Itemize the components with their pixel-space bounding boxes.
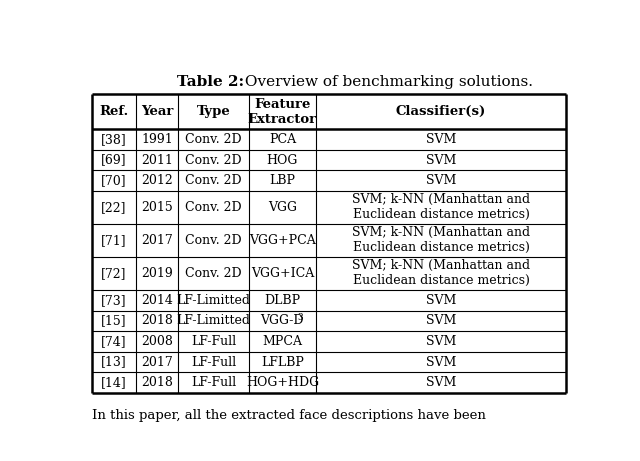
Text: 2012: 2012 <box>141 174 173 187</box>
Text: MPCA: MPCA <box>262 335 302 348</box>
Text: [71]: [71] <box>101 234 127 247</box>
Text: SVM: SVM <box>426 355 456 368</box>
Text: Table 2:: Table 2: <box>177 75 244 89</box>
Text: LF-Limitted: LF-Limitted <box>177 314 250 327</box>
Text: 2017: 2017 <box>141 234 173 247</box>
Text: SVM: SVM <box>426 294 456 307</box>
Text: HOG+HDG: HOG+HDG <box>246 376 319 389</box>
Text: VGG+PCA: VGG+PCA <box>249 234 316 247</box>
Text: SVM: SVM <box>426 314 456 327</box>
Text: Conv. 2D: Conv. 2D <box>185 201 242 214</box>
Text: VGG+ICA: VGG+ICA <box>251 267 314 280</box>
Text: [15]: [15] <box>101 314 127 327</box>
Text: SVM: SVM <box>426 335 456 348</box>
Text: LFLBP: LFLBP <box>261 355 304 368</box>
Text: 2018: 2018 <box>141 376 173 389</box>
Text: HOG: HOG <box>267 154 298 166</box>
Text: 2018: 2018 <box>141 314 173 327</box>
Text: 2019: 2019 <box>141 267 173 280</box>
Text: [13]: [13] <box>101 355 127 368</box>
Text: [72]: [72] <box>101 267 127 280</box>
Text: VGG-D: VGG-D <box>260 314 304 327</box>
Text: LF-Full: LF-Full <box>191 355 236 368</box>
Text: SVM: SVM <box>426 154 456 166</box>
Text: 2008: 2008 <box>141 335 173 348</box>
Text: [14]: [14] <box>101 376 127 389</box>
Text: SVM; k-NN (Manhattan and
Euclidean distance metrics): SVM; k-NN (Manhattan and Euclidean dista… <box>352 226 530 254</box>
Text: Conv. 2D: Conv. 2D <box>185 174 242 187</box>
Text: 3: 3 <box>297 313 303 322</box>
Text: LF-Limitted: LF-Limitted <box>177 294 250 307</box>
Text: [74]: [74] <box>101 335 127 348</box>
Text: PCA: PCA <box>269 133 296 146</box>
Text: DLBP: DLBP <box>264 294 300 307</box>
Text: [69]: [69] <box>101 154 127 166</box>
Text: SVM; k-NN (Manhattan and
Euclidean distance metrics): SVM; k-NN (Manhattan and Euclidean dista… <box>352 260 530 288</box>
Text: [70]: [70] <box>101 174 127 187</box>
Text: [73]: [73] <box>101 294 127 307</box>
Text: Ref.: Ref. <box>99 105 129 118</box>
Text: Overview of benchmarking solutions.: Overview of benchmarking solutions. <box>240 75 533 89</box>
Text: 1991: 1991 <box>141 133 173 146</box>
Text: SVM; k-NN (Manhattan and
Euclidean distance metrics): SVM; k-NN (Manhattan and Euclidean dista… <box>352 194 530 221</box>
Text: 2017: 2017 <box>141 355 173 368</box>
Text: Conv. 2D: Conv. 2D <box>185 267 242 280</box>
Text: [22]: [22] <box>101 201 127 214</box>
Text: VGG: VGG <box>268 201 297 214</box>
Text: SVM: SVM <box>426 376 456 389</box>
Text: LBP: LBP <box>269 174 296 187</box>
Text: [38]: [38] <box>101 133 127 146</box>
Text: Feature
Extractor: Feature Extractor <box>248 98 317 126</box>
Text: Conv. 2D: Conv. 2D <box>185 154 242 166</box>
Text: 2014: 2014 <box>141 294 173 307</box>
Text: In this paper, all the extracted face descriptions have been: In this paper, all the extracted face de… <box>92 409 486 422</box>
Text: Conv. 2D: Conv. 2D <box>185 133 242 146</box>
Text: LF-Full: LF-Full <box>191 376 236 389</box>
Text: 2011: 2011 <box>141 154 173 166</box>
Text: SVM: SVM <box>426 174 456 187</box>
Text: Year: Year <box>141 105 173 118</box>
Text: Conv. 2D: Conv. 2D <box>185 234 242 247</box>
Text: Classifier(s): Classifier(s) <box>396 105 486 118</box>
Text: LF-Full: LF-Full <box>191 335 236 348</box>
Text: SVM: SVM <box>426 133 456 146</box>
Text: 2015: 2015 <box>141 201 173 214</box>
Text: Type: Type <box>196 105 230 118</box>
